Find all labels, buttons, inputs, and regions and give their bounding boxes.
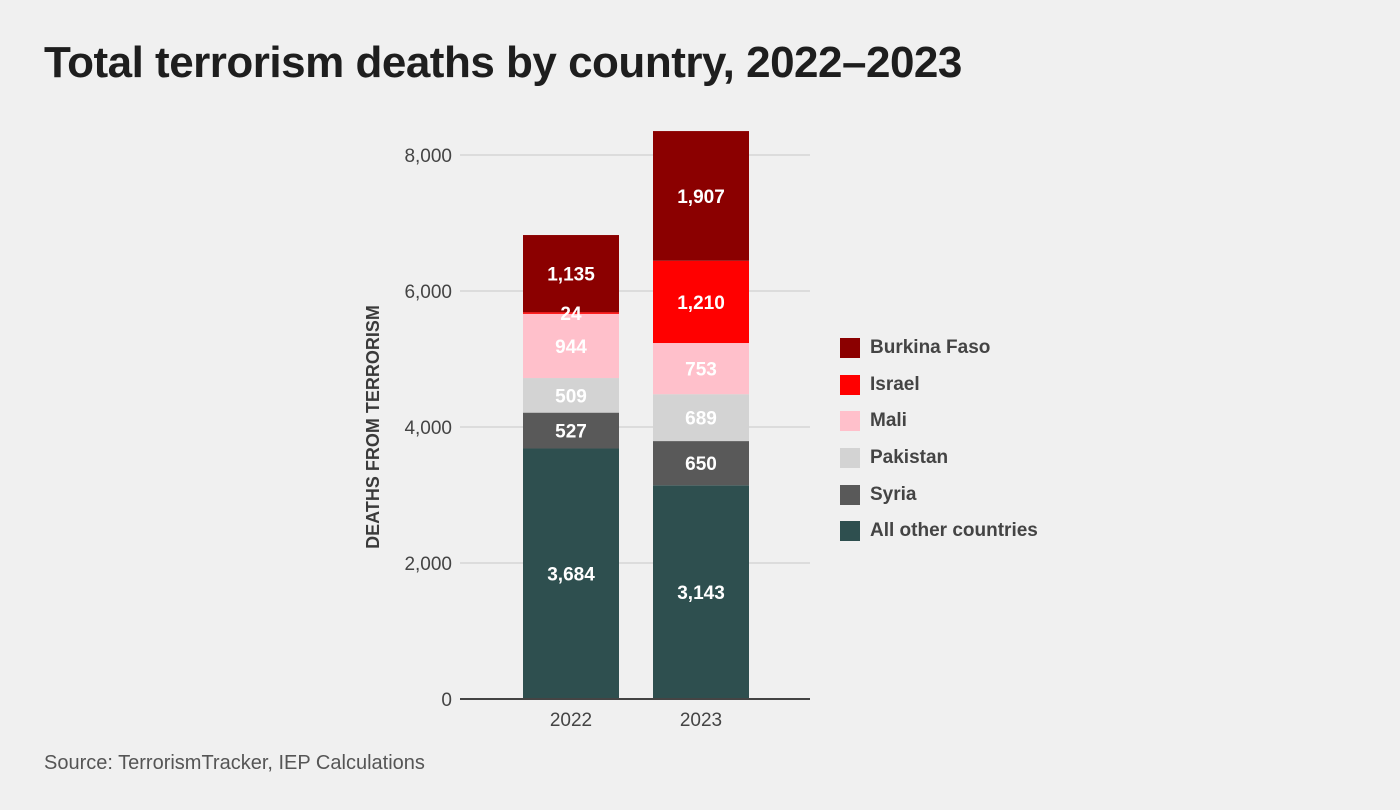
bar-segment-all-other-countries-2023 <box>653 485 749 699</box>
bar-value-label: 944 <box>555 337 587 358</box>
y-tick-label: 6,000 <box>404 282 452 303</box>
bar-value-label: 1,907 <box>677 187 725 208</box>
chart-title: Total terrorism deaths by country, 2022–… <box>44 38 962 87</box>
bar-segment-pakistan-2023 <box>653 394 749 442</box>
bar-segment-mali-2022 <box>523 313 619 379</box>
legend-item: All other countries <box>840 513 1100 550</box>
bar-value-label: 3,684 <box>547 565 595 586</box>
y-tick-label: 8,000 <box>404 146 452 167</box>
legend-item: Mali <box>840 403 1100 440</box>
legend-item: Burkina Faso <box>840 330 1100 367</box>
y-tick-label: 4,000 <box>404 418 452 439</box>
bar-value-label: 753 <box>685 360 717 381</box>
bar-value-label: 650 <box>685 454 717 475</box>
y-axis-title: DEATHS FROM TERRORISM <box>363 305 383 549</box>
legend-label: All other countries <box>870 520 1038 542</box>
legend-label: Pakistan <box>870 447 949 469</box>
legend-swatch <box>840 411 860 432</box>
bar-value-label: 527 <box>555 422 587 443</box>
bar-value-label: 1,210 <box>677 293 725 314</box>
bars <box>523 131 749 699</box>
gridlines <box>460 154 810 564</box>
y-tick-label: 2,000 <box>404 554 452 575</box>
bar-value-label: 24 <box>560 304 582 325</box>
legend-item: Israel <box>840 367 1100 404</box>
source-note: Source: TerrorismTracker, IEP Calculatio… <box>44 752 425 774</box>
bar-value-label: 509 <box>555 386 587 407</box>
x-tick-label-2023: 2023 <box>680 710 722 731</box>
legend-swatch <box>840 374 860 395</box>
legend-label: Syria <box>870 483 917 505</box>
legend: Burkina Faso Israel Mali Pakistan Syria All o… <box>840 330 1100 550</box>
legend-item: Pakistan <box>840 440 1100 477</box>
bar-segment-burkina-faso-2022 <box>523 235 619 313</box>
bar-value-label: 3,143 <box>677 583 725 604</box>
y-tick-label: 0 <box>441 690 452 711</box>
bar-segment-burkina-faso-2023 <box>653 131 749 261</box>
bar-value-labels: 3,684 527 509 944 24 1,135 3,143 650 689 753 1,210… <box>547 187 725 604</box>
bar-segment-all-other-countries-2022 <box>523 448 619 699</box>
x-axis-ticks: 2022 2023 <box>550 710 722 731</box>
legend-label: Mali <box>870 410 907 432</box>
legend-label: Burkina Faso <box>870 337 991 359</box>
bar-segment-pakistan-2022 <box>523 378 619 413</box>
bar-segment-syria-2023 <box>653 441 749 486</box>
legend-swatch <box>840 338 860 359</box>
bar-segment-syria-2022 <box>523 412 619 449</box>
y-axis-ticks: 0 2,000 4,000 6,000 8,000 <box>404 146 452 711</box>
x-tick-label-2022: 2022 <box>550 710 592 731</box>
legend-label: Israel <box>870 373 920 395</box>
bar-segment-israel-2022 <box>523 312 619 314</box>
legend-swatch <box>840 484 860 505</box>
bar-value-label: 1,135 <box>547 265 595 286</box>
legend-swatch <box>840 448 860 469</box>
bar-value-label: 689 <box>685 409 717 430</box>
legend-swatch <box>840 521 860 542</box>
bar-segment-mali-2023 <box>653 343 749 395</box>
bar-segment-israel-2023 <box>653 260 749 344</box>
legend-item: Syria <box>840 476 1100 513</box>
